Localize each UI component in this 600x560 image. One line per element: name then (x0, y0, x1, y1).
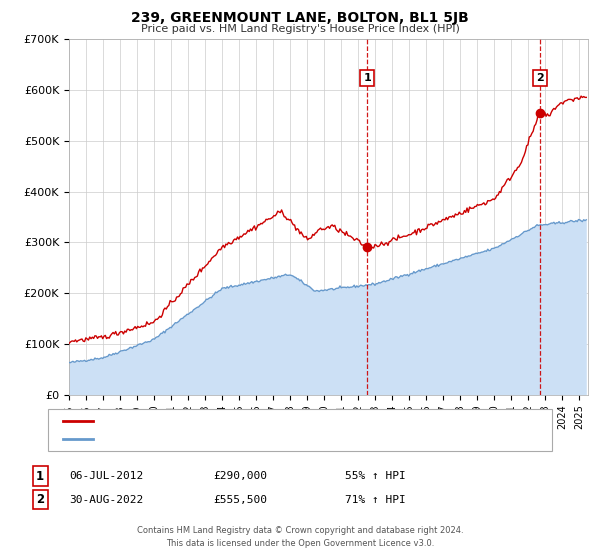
Text: £555,500: £555,500 (213, 494, 267, 505)
Text: 30-AUG-2022: 30-AUG-2022 (69, 494, 143, 505)
Text: 239, GREENMOUNT LANE, BOLTON, BL1 5JB: 239, GREENMOUNT LANE, BOLTON, BL1 5JB (131, 11, 469, 25)
Text: 239, GREENMOUNT LANE, BOLTON, BL1 5JB (detached house): 239, GREENMOUNT LANE, BOLTON, BL1 5JB (d… (99, 416, 437, 426)
Text: This data is licensed under the Open Government Licence v3.0.: This data is licensed under the Open Gov… (166, 539, 434, 548)
Text: 55% ↑ HPI: 55% ↑ HPI (345, 471, 406, 481)
Text: 2: 2 (536, 73, 544, 83)
Text: 2: 2 (36, 493, 44, 506)
Text: Price paid vs. HM Land Registry's House Price Index (HPI): Price paid vs. HM Land Registry's House … (140, 24, 460, 34)
Text: Contains HM Land Registry data © Crown copyright and database right 2024.: Contains HM Land Registry data © Crown c… (137, 526, 463, 535)
Text: 1: 1 (363, 73, 371, 83)
Text: HPI: Average price, detached house, Bolton: HPI: Average price, detached house, Bolt… (99, 434, 361, 444)
Text: 06-JUL-2012: 06-JUL-2012 (69, 471, 143, 481)
Text: 1: 1 (36, 469, 44, 483)
Text: 71% ↑ HPI: 71% ↑ HPI (345, 494, 406, 505)
Text: £290,000: £290,000 (213, 471, 267, 481)
